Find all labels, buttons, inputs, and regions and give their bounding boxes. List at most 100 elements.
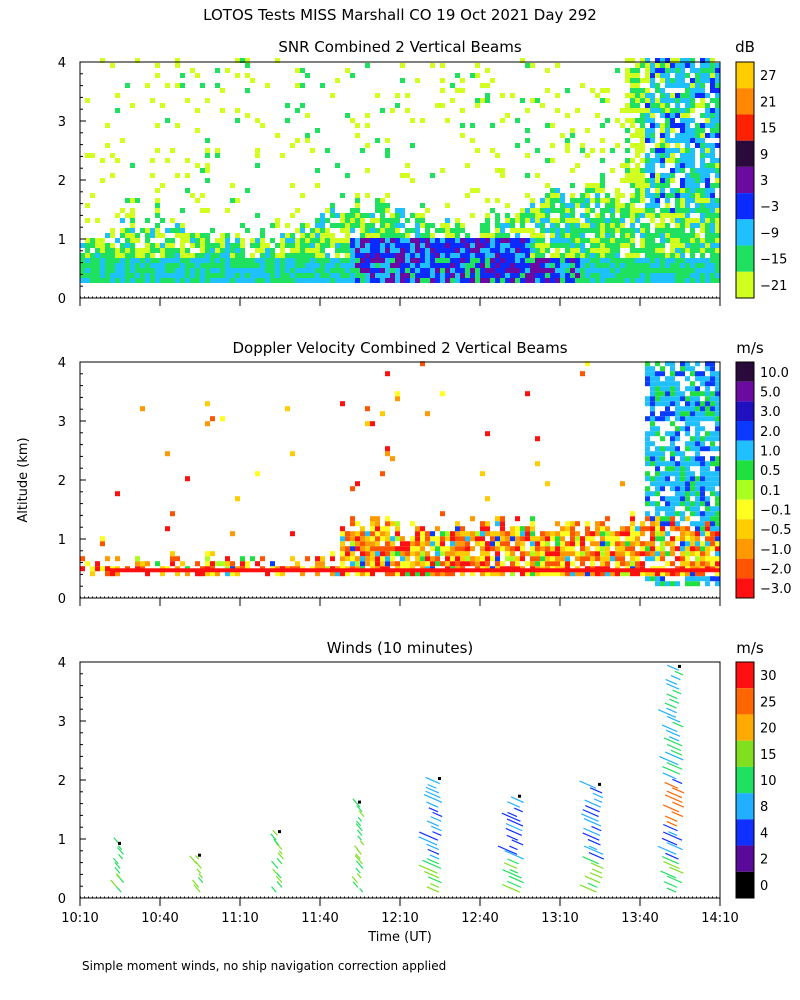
doppler-cell <box>390 551 395 557</box>
doppler-cell <box>685 406 690 412</box>
snr-cell <box>650 203 655 208</box>
snr-cell <box>645 183 650 188</box>
colorbar-label: 0 <box>760 879 768 894</box>
snr-cell <box>80 243 85 248</box>
snr-cell <box>415 78 420 83</box>
doppler-cell <box>715 516 720 522</box>
snr-cell <box>675 253 680 258</box>
doppler-cell <box>385 521 390 527</box>
doppler-cell <box>555 546 560 552</box>
snr-cell <box>550 193 555 198</box>
doppler-cell <box>690 541 695 547</box>
colorbar-label: −0.1 <box>760 504 792 519</box>
doppler-cell <box>340 536 345 542</box>
snr-cell <box>475 103 480 108</box>
doppler-cell <box>565 541 570 547</box>
snr-cell <box>525 248 530 253</box>
snr-cell <box>290 183 295 188</box>
doppler-cell <box>455 531 460 537</box>
doppler-cell <box>705 381 710 387</box>
snr-cell <box>530 203 535 208</box>
snr-cell <box>480 268 485 273</box>
snr-cell <box>700 243 705 248</box>
doppler-cell <box>700 466 705 472</box>
snr-cell <box>330 223 335 228</box>
doppler-cell <box>450 546 455 552</box>
snr-cell <box>510 278 515 283</box>
snr-cell <box>700 248 705 253</box>
doppler-cell <box>650 441 655 447</box>
snr-cell <box>275 253 280 258</box>
snr-cell <box>365 263 370 268</box>
snr-cell <box>385 263 390 268</box>
snr-cell <box>545 258 550 263</box>
snr-cell <box>540 223 545 228</box>
snr-cell <box>460 268 465 273</box>
snr-cell <box>625 118 630 123</box>
doppler-cell <box>715 401 720 407</box>
snr-cell <box>605 88 610 93</box>
snr-cell <box>645 188 650 193</box>
snr-cell <box>640 63 645 68</box>
doppler-cell <box>705 386 710 392</box>
snr-cell <box>235 248 240 253</box>
snr-cell <box>660 233 665 238</box>
doppler-cell <box>695 491 700 497</box>
snr-cell <box>450 263 455 268</box>
doppler-cell <box>85 561 90 567</box>
snr-cell <box>405 93 410 98</box>
doppler-cell <box>195 561 200 567</box>
snr-cell <box>180 248 185 253</box>
doppler-cell <box>385 531 390 537</box>
snr-cell <box>705 93 710 98</box>
wind-barb <box>270 833 277 841</box>
doppler-cell <box>670 391 675 397</box>
doppler-cell <box>390 546 395 552</box>
doppler-cell <box>665 471 670 477</box>
snr-cell <box>190 268 195 273</box>
snr-cell <box>270 258 275 263</box>
snr-cell <box>490 248 495 253</box>
doppler-cell <box>690 561 695 567</box>
doppler-cell <box>680 491 685 497</box>
snr-cell <box>340 258 345 263</box>
snr-cell <box>570 208 575 213</box>
doppler-cell <box>435 536 440 542</box>
snr-cell <box>610 233 615 238</box>
doppler-cell <box>695 426 700 432</box>
plot-frame <box>79 661 721 899</box>
doppler-cell <box>680 426 685 432</box>
snr-cell <box>535 218 540 223</box>
doppler-cell <box>650 556 655 562</box>
doppler-cell <box>605 561 610 567</box>
snr-cell <box>455 233 460 238</box>
snr-cell <box>350 268 355 273</box>
snr-cell <box>160 243 165 248</box>
snr-cell <box>685 198 690 203</box>
snr-cell <box>690 78 695 83</box>
snr-cell <box>630 233 635 238</box>
snr-cell <box>240 238 245 243</box>
snr-cell <box>385 273 390 278</box>
doppler-cell <box>320 561 325 567</box>
snr-cell <box>490 208 495 213</box>
snr-cell <box>260 273 265 278</box>
snr-cell <box>420 243 425 248</box>
snr-cell <box>695 243 700 248</box>
snr-cell <box>485 238 490 243</box>
doppler-cell <box>495 531 500 537</box>
y-tick-label: 4 <box>58 56 66 71</box>
snr-cell <box>175 63 180 68</box>
doppler-cell <box>715 466 720 472</box>
snr-cell <box>645 163 650 168</box>
snr-cell <box>305 268 310 273</box>
snr-cell <box>485 198 490 203</box>
snr-cell <box>625 163 630 168</box>
snr-cell <box>680 248 685 253</box>
doppler-cell <box>635 571 640 577</box>
snr-cell <box>145 238 150 243</box>
doppler-cell <box>360 526 365 532</box>
snr-cell <box>90 238 95 243</box>
doppler-cell <box>625 526 630 532</box>
doppler-cell <box>695 406 700 412</box>
